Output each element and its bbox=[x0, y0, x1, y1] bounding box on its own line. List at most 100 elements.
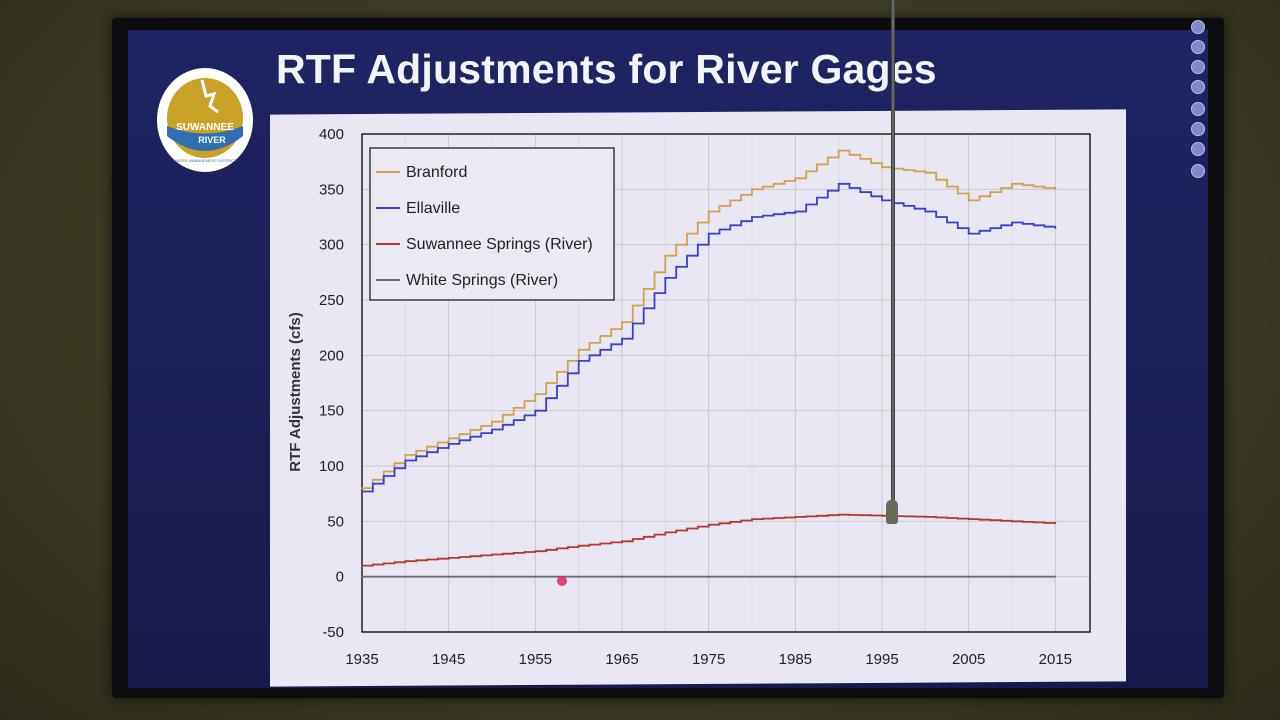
data-point bbox=[837, 149, 840, 152]
data-point bbox=[664, 531, 667, 534]
data-point bbox=[924, 171, 927, 174]
data-point bbox=[751, 216, 753, 218]
record-icon[interactable] bbox=[1191, 40, 1205, 54]
close-icon[interactable] bbox=[1191, 20, 1205, 34]
data-point bbox=[794, 516, 797, 518]
plot-frame bbox=[361, 133, 1091, 633]
data-point bbox=[621, 540, 623, 543]
data-point bbox=[577, 544, 580, 547]
data-point bbox=[707, 523, 710, 526]
x-tick-label: 1965 bbox=[605, 651, 638, 668]
data-point bbox=[1011, 183, 1013, 185]
data-point bbox=[621, 321, 623, 323]
data-point bbox=[491, 553, 493, 556]
pen-icon[interactable] bbox=[1191, 164, 1205, 178]
data-point bbox=[534, 393, 537, 395]
data-point bbox=[837, 183, 840, 185]
data-point bbox=[664, 254, 667, 257]
data-point bbox=[361, 575, 363, 578]
data-point bbox=[534, 550, 537, 553]
data-point bbox=[534, 575, 537, 578]
ceiling-cable bbox=[891, 0, 895, 510]
data-point bbox=[361, 564, 363, 567]
data-point bbox=[967, 518, 970, 520]
data-point bbox=[1011, 520, 1013, 523]
data-point bbox=[924, 575, 927, 578]
data-point bbox=[621, 575, 623, 578]
y-tick-label: 400 bbox=[319, 126, 344, 143]
data-point bbox=[794, 177, 797, 180]
data-point bbox=[447, 443, 450, 445]
data-point bbox=[751, 518, 753, 520]
y-tick-label: 150 bbox=[319, 403, 344, 420]
legend: Branford Ellaville Suwannee Springs (River… bbox=[369, 147, 615, 301]
y-tick-label: 0 bbox=[336, 569, 344, 586]
data-point bbox=[577, 349, 580, 351]
data-point bbox=[1054, 188, 1057, 191]
cursor-icon[interactable] bbox=[1191, 60, 1205, 74]
logo-text-ring: WATER MANAGEMENT DISTRICT bbox=[173, 158, 237, 163]
data-point bbox=[577, 575, 580, 578]
presentation-toolbar bbox=[1188, 16, 1208, 186]
x-tick-label: 2005 bbox=[952, 651, 985, 668]
data-point bbox=[924, 516, 927, 518]
x-tick-label: 1975 bbox=[692, 651, 725, 668]
x-tick-label: 1945 bbox=[432, 651, 465, 668]
y-tick-label: 250 bbox=[319, 292, 344, 309]
data-point bbox=[491, 420, 493, 423]
data-point bbox=[664, 277, 667, 279]
data-point bbox=[837, 575, 840, 578]
data-point bbox=[534, 409, 537, 412]
data-point bbox=[1011, 221, 1013, 224]
y-tick-label: 50 bbox=[327, 513, 344, 530]
data-point bbox=[491, 575, 493, 578]
data-point bbox=[1011, 575, 1013, 578]
data-point bbox=[837, 513, 840, 516]
data-point bbox=[1054, 227, 1057, 229]
y-tick-label: 100 bbox=[319, 458, 344, 475]
data-point bbox=[881, 166, 883, 168]
x-tick-label: 2015 bbox=[1039, 651, 1072, 668]
data-point bbox=[1054, 522, 1057, 525]
data-point bbox=[447, 575, 450, 578]
data-point bbox=[967, 575, 970, 578]
logo-text-top: SUWANNEE bbox=[176, 122, 234, 133]
legend-label: Branford bbox=[406, 164, 467, 181]
stop-icon[interactable] bbox=[1191, 102, 1205, 116]
data-point bbox=[404, 459, 407, 462]
y-tick-label: -50 bbox=[322, 624, 344, 641]
data-point bbox=[794, 210, 797, 213]
data-point bbox=[707, 232, 710, 235]
data-point bbox=[404, 560, 407, 562]
slide-title: RTF Adjustments for River Gages bbox=[276, 46, 937, 92]
data-point bbox=[881, 199, 883, 202]
data-point bbox=[881, 515, 883, 517]
data-point bbox=[491, 428, 493, 431]
data-point bbox=[361, 487, 363, 489]
data-point bbox=[447, 557, 450, 559]
legend-label: White Springs (River) bbox=[406, 272, 558, 289]
logo-text-mid: RIVER bbox=[198, 135, 226, 145]
attach-icon[interactable] bbox=[1191, 122, 1205, 136]
data-point bbox=[967, 199, 970, 202]
x-tick-label: 1955 bbox=[519, 651, 552, 668]
legend-box bbox=[369, 147, 615, 301]
chat-icon[interactable] bbox=[1191, 80, 1205, 94]
data-point bbox=[707, 210, 710, 213]
data-point bbox=[707, 575, 710, 578]
data-point bbox=[404, 575, 407, 578]
data-point bbox=[924, 210, 927, 213]
data-point bbox=[577, 360, 580, 362]
logo-graphic: SUWANNEE RIVER WATER MANAGEMENT DISTRICT bbox=[157, 68, 253, 172]
pointer-dot bbox=[557, 576, 567, 586]
legend-label: Ellaville bbox=[406, 200, 460, 217]
y-tick-label: 300 bbox=[319, 237, 344, 254]
x-tick-label: 1935 bbox=[345, 651, 378, 668]
search-icon[interactable] bbox=[1191, 142, 1205, 156]
legend-label: Suwannee Springs (River) bbox=[406, 236, 593, 253]
data-point bbox=[404, 454, 407, 456]
data-point bbox=[621, 337, 623, 340]
x-tick-label: 1985 bbox=[779, 651, 812, 668]
